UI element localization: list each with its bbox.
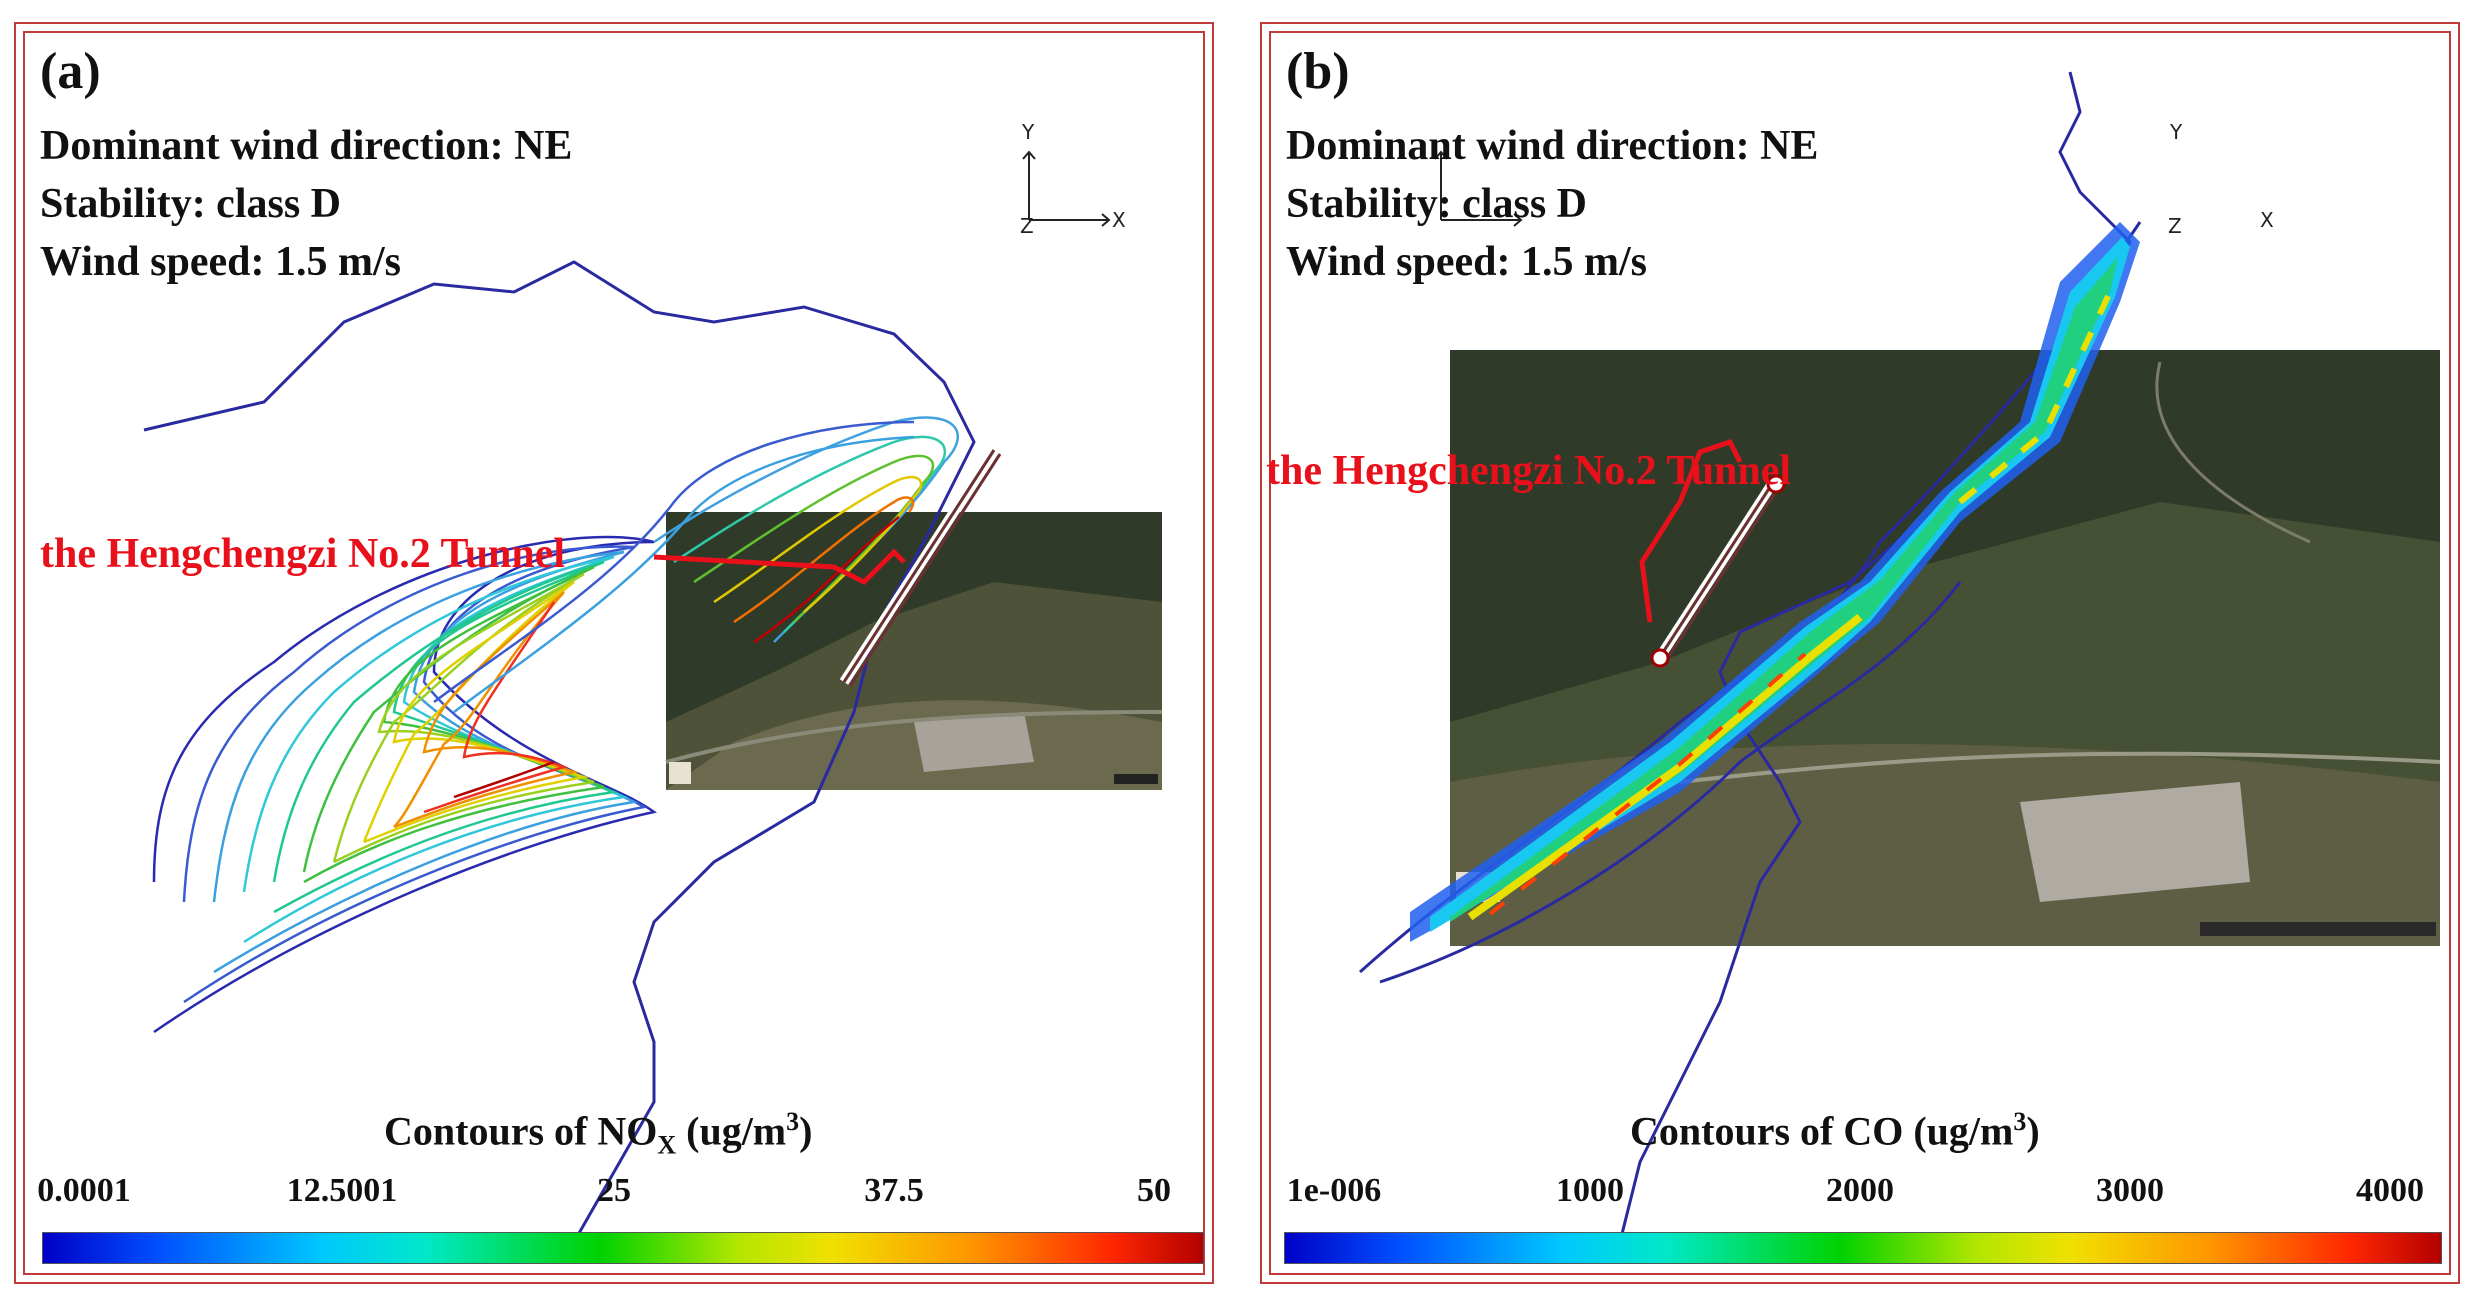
panel-frame-outer — [1260, 22, 2460, 1284]
axis-y-label: Y — [1022, 120, 1035, 144]
wind-direction-text: Dominant wind direction: NE — [1286, 123, 1819, 169]
colorbar-tick: 4000 — [2356, 1172, 2424, 1209]
colorbar-tick: 1e-006 — [1286, 1172, 1382, 1209]
stability-text: Stability: class D — [1286, 181, 1588, 227]
colorbar — [1284, 1232, 2442, 1264]
axis-z-label: Z — [2168, 214, 2182, 238]
nox-upper-contours — [433, 416, 959, 714]
co-contours — [1410, 222, 2140, 942]
colorbar-tick: 0.0001 — [37, 1172, 131, 1209]
colorbar — [42, 1232, 1204, 1264]
axis-y-label: Y — [2170, 120, 2183, 144]
panel-a: (a) Dominant wind direction: NE Stabilit… — [14, 22, 1214, 1284]
colorbar-tick: 2000 — [1826, 1172, 1894, 1209]
wind-speed-text: Wind speed: 1.5 m/s — [40, 239, 401, 285]
tunnel-line — [1650, 434, 2020, 668]
colorbar-tick: 37.5 — [864, 1172, 924, 1209]
satellite-image — [665, 512, 1163, 790]
tunnel-label: the Hengchengzi No.2 Tunnel — [1266, 448, 1792, 494]
panel-b: (b) Dominant wind direction: NE Stabilit… — [1260, 22, 2460, 1284]
colorbar-tick: 25 — [597, 1172, 631, 1209]
axis-x-label: X — [1112, 208, 1126, 232]
satellite-image — [1450, 350, 2441, 946]
panel-letter: (a) — [40, 43, 101, 100]
colorbar-tick: 12.5001 — [286, 1172, 398, 1209]
colorbar-tick: 50 — [1137, 1172, 1171, 1209]
axis-x-label: X — [2260, 208, 2274, 232]
colorbar-title: Contours of NOX (ug/m3) — [384, 1107, 813, 1160]
domain-outline — [143, 260, 976, 1243]
contour-plot-nox — [143, 150, 1163, 1243]
panel-frame-outer — [14, 22, 1214, 1284]
contour-plot-co — [1358, 71, 2441, 1243]
tunnel-pointer — [653, 548, 906, 586]
colorbar-tick: 3000 — [2096, 1172, 2164, 1209]
panel-frame-inner — [1269, 31, 2451, 1275]
wind-speed-text: Wind speed: 1.5 m/s — [1286, 239, 1647, 285]
colorbar-title: Contours of CO (ug/m3) — [1630, 1107, 2040, 1154]
tunnel-pointer — [1639, 438, 1743, 623]
tunnel-line — [839, 447, 1002, 687]
wind-direction-text: Dominant wind direction: NE — [40, 123, 573, 169]
axis-triad — [1022, 150, 1111, 227]
nox-contours — [152, 535, 657, 1034]
tunnel-label: the Hengchengzi No.2 Tunnel — [40, 531, 566, 577]
axis-triad — [1434, 150, 1523, 227]
axis-z-label: Z — [1020, 214, 1034, 238]
stability-text: Stability: class D — [40, 181, 342, 227]
colorbar-tick: 1000 — [1556, 1172, 1624, 1209]
panel-frame-inner — [23, 31, 1205, 1275]
panel-letter: (b) — [1286, 43, 1350, 100]
